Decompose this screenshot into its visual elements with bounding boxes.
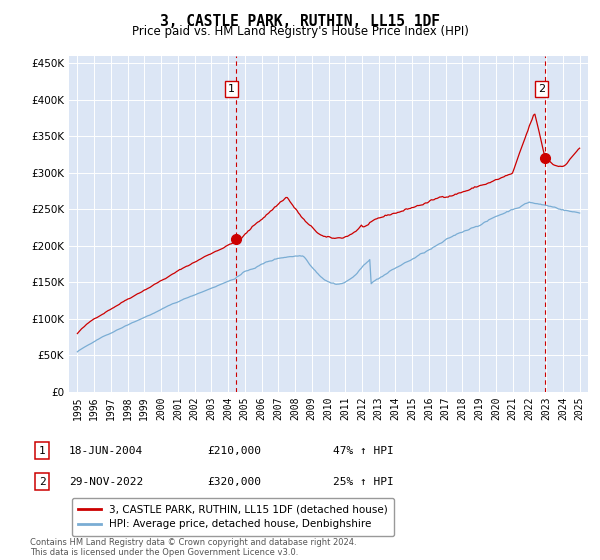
Text: 25% ↑ HPI: 25% ↑ HPI xyxy=(333,477,394,487)
Text: £210,000: £210,000 xyxy=(207,446,261,456)
Text: 3, CASTLE PARK, RUTHIN, LL15 1DF: 3, CASTLE PARK, RUTHIN, LL15 1DF xyxy=(160,14,440,29)
Text: 29-NOV-2022: 29-NOV-2022 xyxy=(69,477,143,487)
Text: 47% ↑ HPI: 47% ↑ HPI xyxy=(333,446,394,456)
Text: Contains HM Land Registry data © Crown copyright and database right 2024.
This d: Contains HM Land Registry data © Crown c… xyxy=(30,538,356,557)
Text: 1: 1 xyxy=(228,84,235,94)
Text: 2: 2 xyxy=(38,477,46,487)
Text: Price paid vs. HM Land Registry's House Price Index (HPI): Price paid vs. HM Land Registry's House … xyxy=(131,25,469,38)
Text: 2: 2 xyxy=(538,84,545,94)
Text: £320,000: £320,000 xyxy=(207,477,261,487)
Text: 1: 1 xyxy=(38,446,46,456)
Text: 18-JUN-2004: 18-JUN-2004 xyxy=(69,446,143,456)
Legend: 3, CASTLE PARK, RUTHIN, LL15 1DF (detached house), HPI: Average price, detached : 3, CASTLE PARK, RUTHIN, LL15 1DF (detach… xyxy=(71,498,394,536)
